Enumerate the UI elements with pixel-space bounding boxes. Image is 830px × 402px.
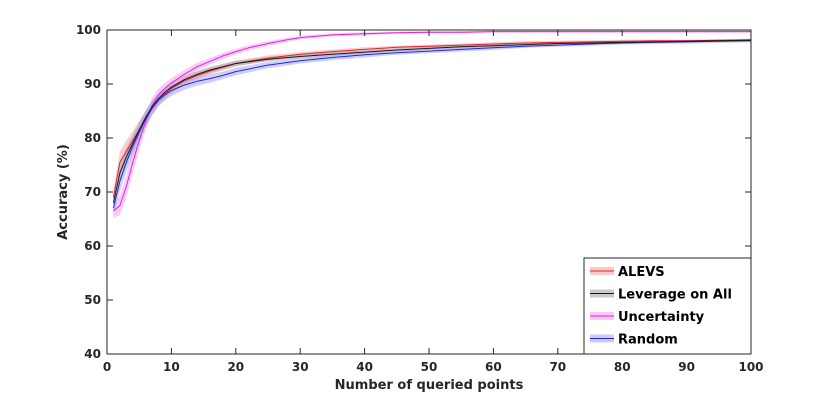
x-tick-label-5: 50 (421, 360, 438, 374)
y-axis-label: Accuracy (%) (56, 144, 71, 240)
x-tick-label-2: 20 (227, 360, 244, 374)
x-tick-label-7: 70 (549, 360, 566, 374)
line-series-3 (112, 40, 752, 209)
y-tick-label-0: 40 (84, 347, 101, 361)
x-tick-label-4: 40 (356, 360, 373, 374)
y-tick-label-4: 80 (84, 131, 101, 145)
legend-label-2: Uncertainty (618, 310, 705, 325)
x-tick-label-9: 90 (678, 360, 695, 374)
y-tick-label-2: 60 (84, 239, 101, 253)
legend-label-3: Random (618, 333, 678, 348)
x-tick-label-8: 80 (614, 360, 631, 374)
x-tick-label-0: 0 (103, 360, 111, 374)
line-series-1 (112, 39, 752, 203)
x-axis-label: Number of queried points (335, 378, 524, 393)
legend-label-1: Leverage on All (618, 288, 732, 303)
legend: ALEVS Leverage on All Uncertainty Random (583, 257, 752, 355)
confidence-bands (113, 30, 751, 218)
axes: 0 10 20 30 40 50 60 70 80 90 100 40 50 60 70 80 90 100 (76, 23, 764, 374)
x-tick-label-10: 100 (738, 360, 763, 374)
y-tick-label-6: 100 (76, 23, 101, 37)
band-series-3 (113, 39, 751, 215)
y-tick-label-5: 90 (84, 77, 101, 91)
series-lines (112, 31, 752, 212)
y-tick-label-1: 50 (84, 293, 101, 307)
y-tick-label-3: 70 (84, 185, 101, 199)
band-series-2 (113, 30, 751, 218)
legend-label-0: ALEVS (618, 265, 665, 280)
x-tick-label-1: 10 (163, 360, 180, 374)
x-tick-label-6: 60 (485, 360, 502, 374)
x-tick-label-3: 30 (292, 360, 309, 374)
